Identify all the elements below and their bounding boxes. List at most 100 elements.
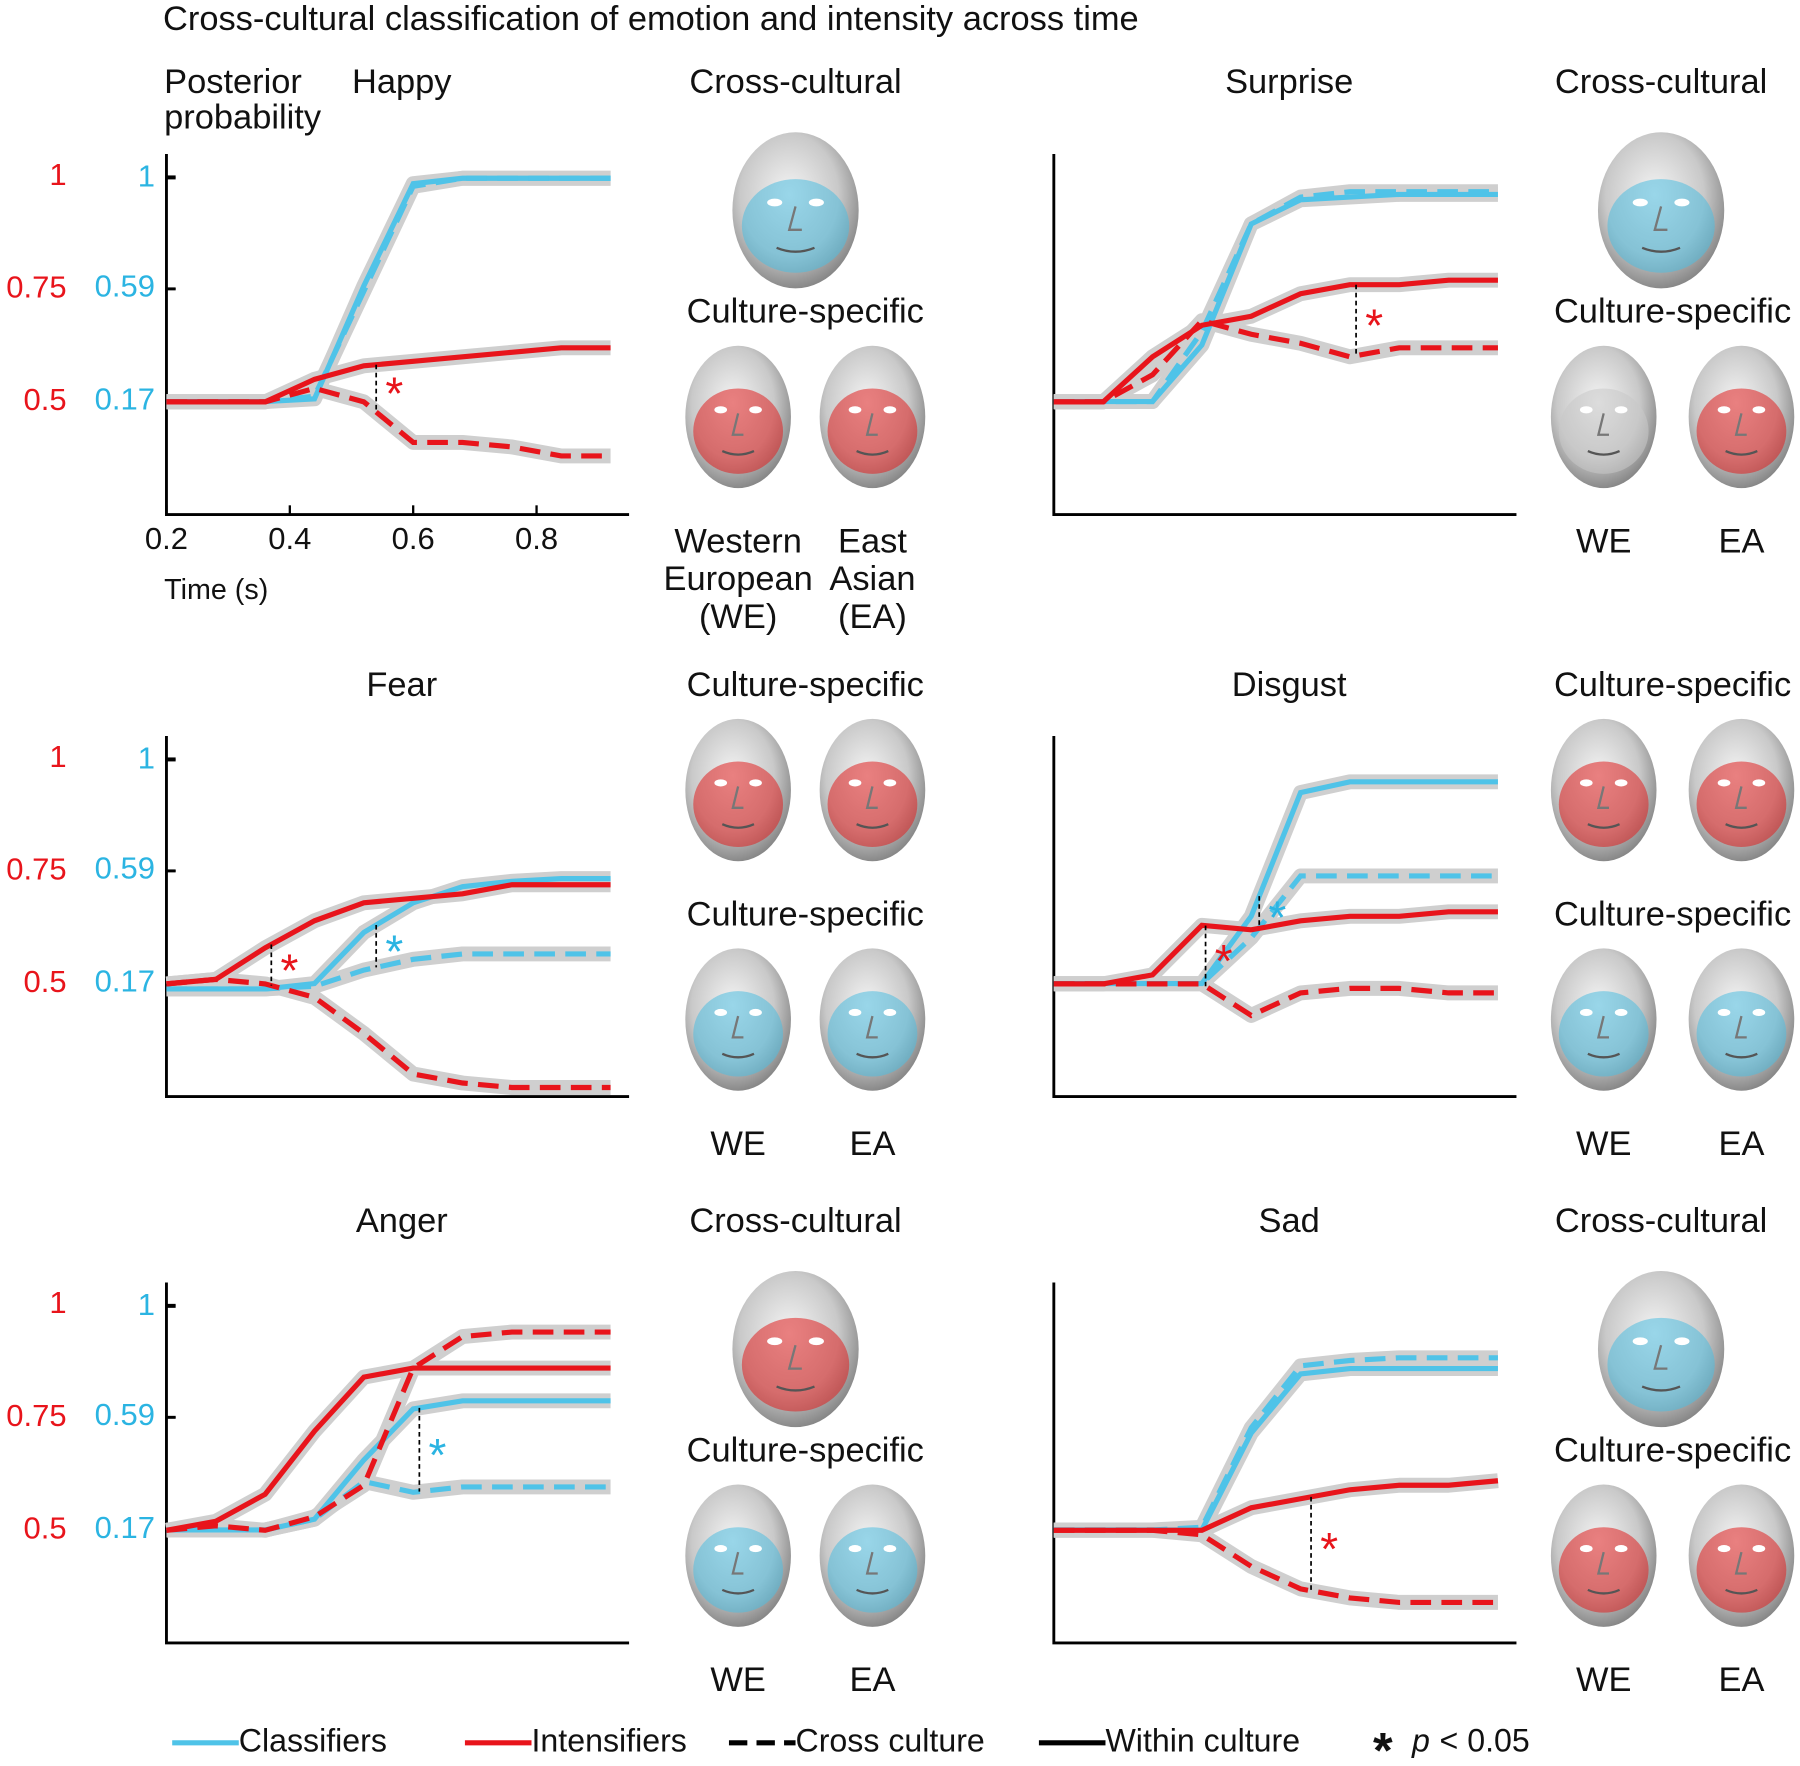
legend-variable: p	[1411, 1722, 1430, 1758]
y-tick-label: 0.75	[6, 269, 66, 304]
face-nose	[865, 1551, 878, 1575]
face-eye	[749, 1008, 762, 1017]
face-eye	[1752, 406, 1766, 414]
face-nose	[865, 413, 878, 436]
face-eye	[848, 406, 862, 414]
y-axis-label: Posterior	[164, 63, 302, 101]
face-nose	[1596, 1551, 1609, 1575]
face-tint	[741, 1317, 850, 1412]
face-label: EA	[1718, 1125, 1764, 1163]
y2-tick-label: 1	[138, 158, 155, 193]
face-nose	[1734, 1015, 1747, 1039]
face	[1550, 718, 1657, 862]
face-nose	[731, 786, 744, 809]
y-tick-label: 0.5	[24, 964, 67, 999]
significance-star: *	[1215, 935, 1233, 987]
error-band	[1053, 976, 1498, 1023]
error-band	[1053, 184, 1498, 409]
y2-tick-label: 0.17	[95, 1510, 155, 1545]
face-eye	[1579, 1545, 1593, 1553]
face-eye	[1752, 1545, 1766, 1553]
face	[1550, 345, 1657, 489]
face-nose	[1734, 1551, 1747, 1575]
series-line	[166, 1329, 611, 1533]
face-nose	[1734, 413, 1747, 436]
face-tint	[693, 761, 784, 847]
face	[819, 1484, 926, 1627]
face-heading: Culture-specific	[687, 293, 924, 331]
face-eye	[883, 1008, 897, 1017]
face-label: EA	[849, 1661, 895, 1699]
face-tint	[827, 388, 918, 474]
series-line	[1053, 277, 1498, 405]
face-heading: Cross-cultural	[689, 1202, 901, 1240]
face-nose	[1596, 1015, 1609, 1039]
face-tint	[1696, 388, 1787, 474]
face	[732, 132, 859, 289]
face-eye	[1632, 1337, 1648, 1346]
face-mouth	[856, 450, 889, 456]
face-eye	[808, 1337, 824, 1346]
x-axis-label: Time (s)	[164, 574, 268, 606]
face	[1688, 948, 1795, 1091]
face-label: EA	[1718, 1661, 1764, 1699]
face	[1688, 718, 1795, 862]
series-line	[1053, 909, 1498, 987]
y-tick-label: 1	[49, 1285, 66, 1320]
face-mouth	[856, 1052, 889, 1059]
axis-line	[165, 1282, 630, 1645]
face-eye	[1614, 1545, 1628, 1553]
face-mouth	[856, 1588, 889, 1595]
face-eye	[1717, 1008, 1731, 1017]
y-tick-label: 0.75	[6, 1398, 66, 1433]
face-label: Asian	[829, 560, 915, 598]
axis-line	[1052, 154, 1517, 516]
face-heading: Cross-cultural	[1555, 1202, 1767, 1240]
y-tick-label: 0.5	[24, 1510, 67, 1545]
chart-title: Surprise	[1225, 63, 1353, 101]
face-tint	[1696, 991, 1787, 1077]
x-tick-label: 0.8	[515, 521, 558, 556]
legend-symbol: *	[1373, 1722, 1393, 1766]
face-mouth	[1725, 1588, 1758, 1595]
face-eye	[749, 406, 762, 414]
face-tint	[1558, 1527, 1649, 1613]
face-nose	[787, 206, 802, 231]
face-tint	[827, 1527, 918, 1613]
face	[1550, 948, 1657, 1091]
face-mouth	[721, 1052, 755, 1059]
face-mouth	[1587, 1588, 1621, 1595]
axis-line	[1052, 736, 1517, 1098]
face-eye	[1752, 1008, 1766, 1017]
face	[819, 948, 926, 1091]
face-eye	[714, 779, 728, 787]
face-tint	[741, 179, 850, 273]
face-mouth	[1641, 246, 1681, 253]
figure-title: Cross-cultural classification of emotion…	[163, 0, 1139, 38]
face-eye	[808, 198, 824, 207]
face-eye	[1752, 779, 1766, 787]
face-eye	[1579, 406, 1593, 414]
significance-star: *	[385, 926, 403, 978]
legend-label: Within culture	[1105, 1722, 1300, 1758]
face-eye	[1674, 198, 1690, 207]
face-mouth	[1725, 823, 1758, 829]
y2-tick-label: 0.59	[95, 269, 155, 304]
face-nose	[1596, 413, 1609, 436]
face-eye	[848, 1008, 862, 1017]
legend-text: < 0.05	[1440, 1722, 1530, 1758]
face	[685, 948, 791, 1091]
axis-line	[1052, 1282, 1517, 1645]
face-label: East	[838, 522, 907, 560]
face-eye	[883, 406, 897, 414]
face	[1688, 345, 1795, 489]
face-nose	[1653, 1344, 1668, 1370]
y2-tick-label: 1	[138, 1287, 155, 1322]
face-heading: Culture-specific	[687, 895, 924, 933]
y2-tick-label: 1	[138, 740, 155, 775]
face-mouth	[721, 1588, 755, 1595]
significance-star: *	[429, 1429, 447, 1481]
y-tick-label: 0.5	[24, 382, 67, 417]
face-label: WE	[1576, 1661, 1631, 1699]
face-nose	[1734, 786, 1747, 809]
